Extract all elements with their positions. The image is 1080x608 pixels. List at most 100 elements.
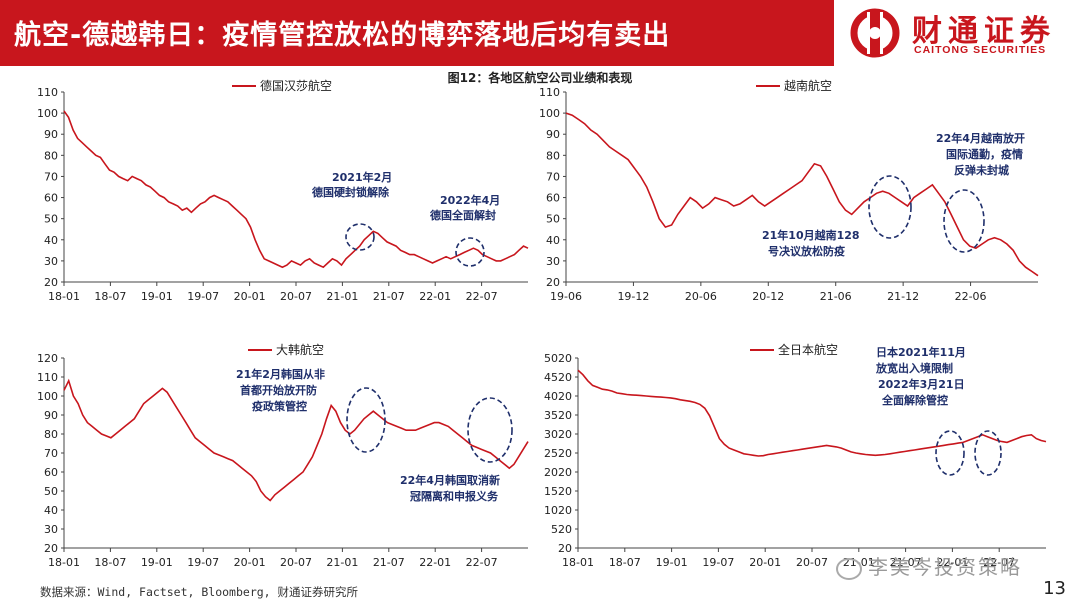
highlight-circle <box>346 387 386 453</box>
x-tick-label: 22-01 <box>936 556 968 569</box>
y-tick-label: 40 <box>546 234 560 247</box>
y-tick-label: 110 <box>37 86 58 99</box>
y-tick-label: 120 <box>37 352 58 365</box>
annotation-line: 反弹未封城 <box>954 163 1009 177</box>
y-tick-label: 90 <box>44 128 58 141</box>
annotation-line: 21年2月韩国从非 <box>236 367 325 381</box>
y-tick-label: 3520 <box>544 409 572 422</box>
annotation-line: 全面解除管控 <box>881 393 948 407</box>
page-number: 13 <box>1043 578 1066 599</box>
y-tick-label: 2520 <box>544 447 572 460</box>
y-tick-label: 70 <box>44 170 58 183</box>
y-tick-label: 110 <box>539 86 560 99</box>
y-tick-label: 40 <box>44 234 58 247</box>
highlight-circle <box>974 430 1002 476</box>
y-tick-label: 100 <box>539 107 560 120</box>
x-tick-label: 22-07 <box>466 290 498 303</box>
highlight-circle <box>467 397 513 463</box>
x-tick-label: 20-07 <box>280 556 312 569</box>
wechat-icon <box>836 557 862 580</box>
y-tick-label: 100 <box>37 390 58 403</box>
x-tick-label: 20-01 <box>234 290 266 303</box>
y-tick-label: 70 <box>44 447 58 460</box>
y-tick-label: 90 <box>546 128 560 141</box>
y-tick-label: 60 <box>546 192 560 205</box>
x-tick-label: 20-12 <box>752 290 784 303</box>
x-tick-label: 21-07 <box>373 556 405 569</box>
x-tick-label: 18-07 <box>94 556 126 569</box>
y-tick-label: 1020 <box>544 504 572 517</box>
x-tick-label: 19-12 <box>617 290 649 303</box>
header-banner: 航空-德越韩日：疫情管控放松的博弈落地后均有卖出 财通证券 CAITONG SE… <box>0 0 1080 66</box>
y-tick-label: 2020 <box>544 466 572 479</box>
series-line <box>565 112 1039 277</box>
legend-label: 大韩航空 <box>276 342 324 357</box>
annotation-line: 首都开始放开防 <box>240 383 317 397</box>
annotation-line: 2022年4月 <box>440 193 500 207</box>
highlight-circle <box>935 430 965 476</box>
logo-cn-text: 财通证券 <box>912 14 1056 49</box>
x-tick-label: 21-07 <box>373 290 405 303</box>
y-tick-label: 80 <box>44 149 58 162</box>
y-tick-label: 4020 <box>544 390 572 403</box>
annotation-line: 放宽出入境限制 <box>875 361 953 375</box>
series-line <box>577 369 1047 457</box>
y-tick-label: 80 <box>546 149 560 162</box>
x-tick-label: 19-01 <box>656 556 688 569</box>
y-tick-label: 90 <box>44 409 58 422</box>
x-tick-label: 19-06 <box>550 290 582 303</box>
watermark-text: 李美岑投资策略 <box>868 555 1022 579</box>
x-tick-label: 19-07 <box>187 556 219 569</box>
annotation-line: 22年4月越南放开 <box>936 131 1025 145</box>
series-line <box>63 110 529 269</box>
annotation-line: 疫政策管控 <box>252 399 307 413</box>
x-tick-label: 18-01 <box>48 290 80 303</box>
watermark: 李美岑投资策略 <box>836 551 1022 580</box>
highlight-circle <box>345 223 375 251</box>
x-tick-label: 19-07 <box>187 290 219 303</box>
y-tick-label: 70 <box>546 170 560 183</box>
y-tick-label: 80 <box>44 428 58 441</box>
x-tick-label: 18-01 <box>562 556 594 569</box>
y-tick-label: 50 <box>546 213 560 226</box>
x-tick-label: 22-01 <box>419 556 451 569</box>
x-tick-label: 21-01 <box>326 556 358 569</box>
x-tick-label: 21-07 <box>890 556 922 569</box>
chart-vietnam-airlines: 越南航空 20 30 40 50 60 70 80 90 100 110 19-06 19-12 20-… <box>539 78 1039 303</box>
chart-korean-air: 大韩航空 20 30 40 50 60 70 80 90 100 110 120 18-01 18-07… <box>37 342 529 569</box>
annotation-line: 日本2021年11月 <box>876 345 966 359</box>
y-tick-label: 60 <box>44 192 58 205</box>
logo-en-text: CAITONG SECURITIES <box>914 44 1047 56</box>
y-tick-label: 60 <box>44 466 58 479</box>
highlight-circle <box>455 237 485 267</box>
brand-logo: 财通证券 CAITONG SECURITIES <box>834 0 1080 66</box>
y-tick-label: 3020 <box>544 428 572 441</box>
highlight-circle <box>943 189 985 253</box>
y-tick-label: 1520 <box>544 485 572 498</box>
y-tick-label: 30 <box>546 255 560 268</box>
x-tick-label: 21-06 <box>820 290 852 303</box>
annotation-line: 21年10月越南128 <box>762 228 860 242</box>
annotation-line: 冠隔离和申报义务 <box>410 489 499 503</box>
annotation-line: 国际通勤，疫情 <box>946 147 1023 161</box>
y-tick-label: 30 <box>44 523 58 536</box>
legend-label: 越南航空 <box>784 78 832 93</box>
y-tick-label: 50 <box>44 485 58 498</box>
x-tick-label: 18-01 <box>48 556 80 569</box>
x-tick-label: 22-01 <box>419 290 451 303</box>
y-tick-label: 110 <box>37 371 58 384</box>
x-tick-label: 20-06 <box>685 290 717 303</box>
y-tick-label: 50 <box>44 213 58 226</box>
page-title: 航空-德越韩日：疫情管控放松的博弈落地后均有卖出 <box>14 20 671 51</box>
x-tick-label: 20-01 <box>749 556 781 569</box>
x-tick-label: 18-07 <box>94 290 126 303</box>
x-tick-label: 20-01 <box>234 556 266 569</box>
legend-label: 全日本航空 <box>778 342 838 357</box>
annotation-line: 2021年2月 <box>332 170 392 184</box>
x-tick-label: 21-12 <box>887 290 919 303</box>
x-tick-label: 19-07 <box>702 556 734 569</box>
y-tick-label: 40 <box>44 504 58 517</box>
y-tick-label: 20 <box>44 276 58 289</box>
y-tick-label: 100 <box>37 107 58 120</box>
annotation-line: 号决议放松防疫 <box>768 244 845 258</box>
